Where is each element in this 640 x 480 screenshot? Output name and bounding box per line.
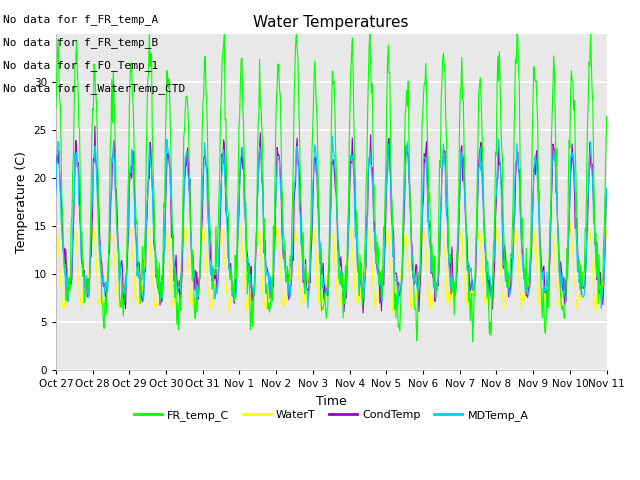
- Legend: FR_temp_C, WaterT, CondTemp, MDTemp_A: FR_temp_C, WaterT, CondTemp, MDTemp_A: [129, 406, 533, 425]
- X-axis label: Time: Time: [316, 395, 347, 408]
- Text: No data for f_WaterTemp_CTD: No data for f_WaterTemp_CTD: [3, 84, 186, 95]
- Text: No data for f_FR_temp_B: No data for f_FR_temp_B: [3, 37, 159, 48]
- Text: No data for f_FO_Temp_1: No data for f_FO_Temp_1: [3, 60, 159, 72]
- Y-axis label: Temperature (C): Temperature (C): [15, 151, 28, 253]
- Title: Water Temperatures: Water Temperatures: [253, 15, 409, 30]
- Text: No data for f_FR_temp_A: No data for f_FR_temp_A: [3, 14, 159, 25]
